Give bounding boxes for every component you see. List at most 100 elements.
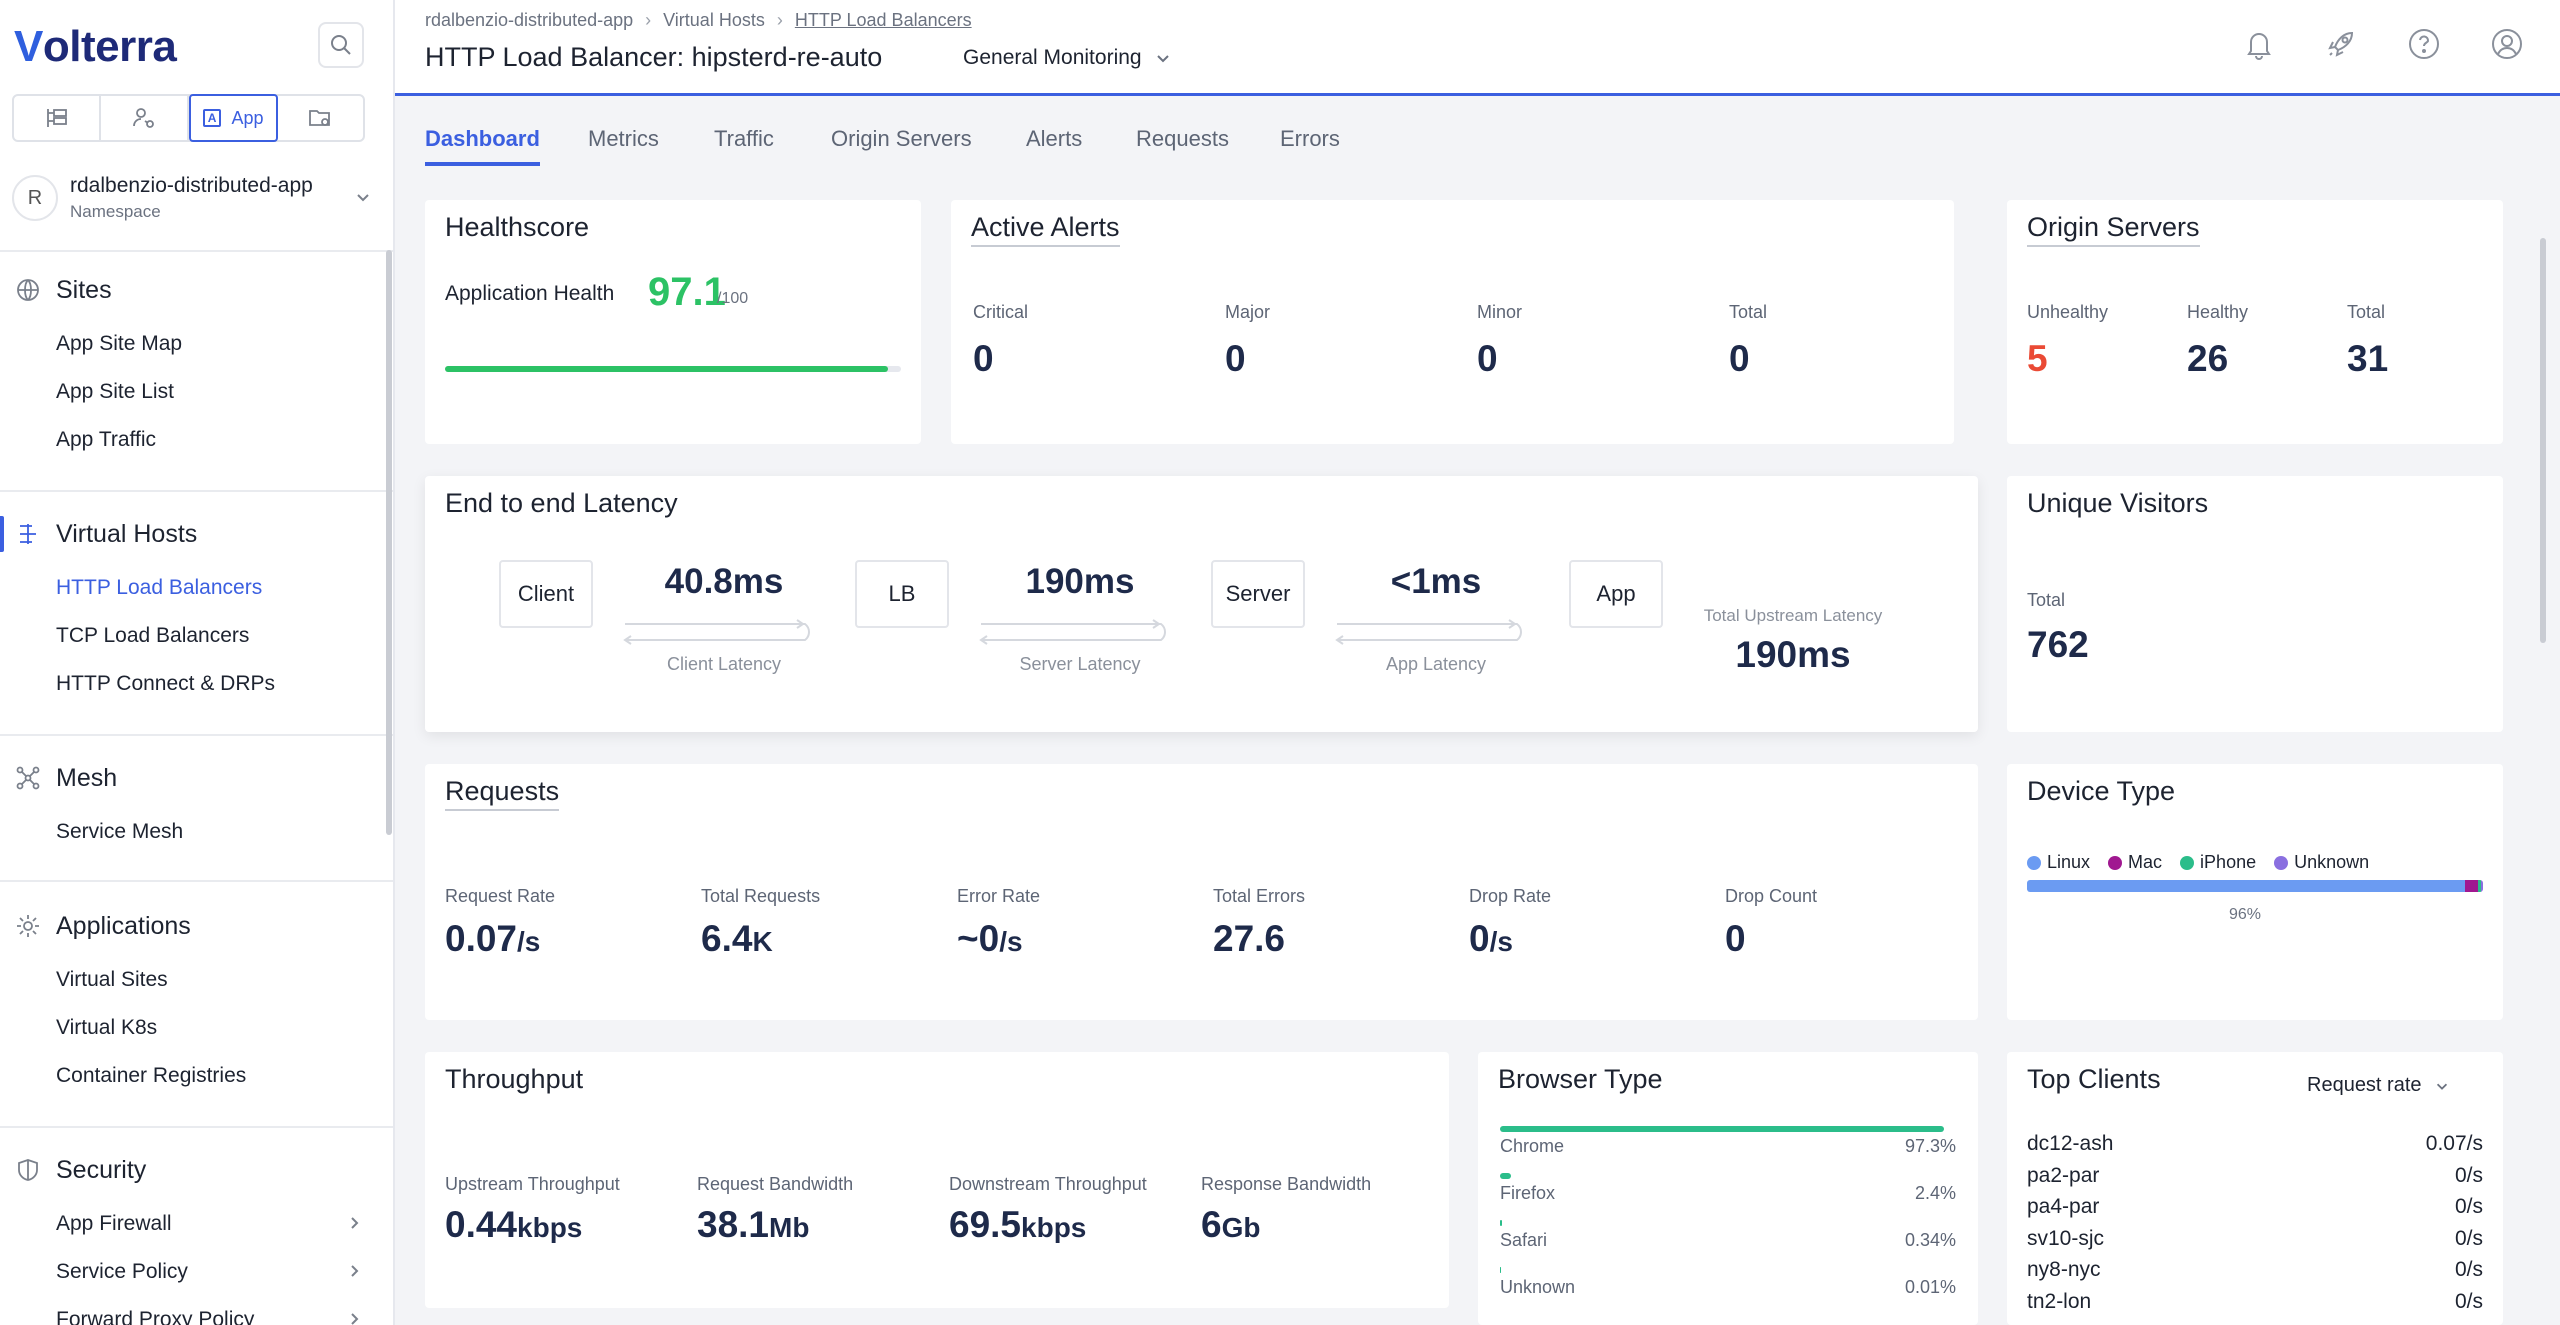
client-name: tn2-lon [2027, 1289, 2092, 1313]
unique-visitors-card: Unique Visitors Total 762 [2007, 476, 2503, 732]
client-latency-arrow-icon [623, 619, 810, 645]
client-name: pa2-par [2027, 1163, 2100, 1187]
sidebar-scrollbar[interactable] [386, 250, 392, 835]
logo-text: olterra [42, 22, 177, 71]
sidebar-section-title[interactable]: Applications [0, 896, 393, 956]
legend-mac[interactable]: Mac [2108, 852, 2162, 873]
sidebar-section-title[interactable]: Security [0, 1140, 393, 1200]
sidebar-section-title[interactable]: Sites [0, 260, 393, 320]
browser-row[interactable]: Firefox 2.4% [1500, 1173, 1956, 1213]
client-row[interactable]: pa2-par 0/s [2027, 1164, 2483, 1188]
request-stat-label: Drop Count [1725, 886, 1818, 906]
throughput-stat-unit: Mb [769, 1212, 810, 1243]
client-row[interactable]: sv10-sjc 0/s [2027, 1227, 2483, 1251]
mode-user-network-button[interactable] [101, 96, 189, 140]
sidebar-item-service-mesh[interactable]: Service Mesh [56, 820, 184, 843]
throughput-card: Throughput Upstream Throughput 0.44kbps Re… [425, 1052, 1449, 1308]
tab-metrics[interactable]: Metrics [588, 126, 659, 151]
sidebar-section-title[interactable]: Mesh [0, 748, 393, 808]
sidebar-item-service-policy[interactable]: Service Policy [0, 1248, 393, 1296]
latency-node-client[interactable]: Client [499, 560, 593, 628]
throughput-stat-unit: kbps [517, 1212, 583, 1243]
legend-linux[interactable]: Linux [2027, 852, 2090, 873]
servers-total-value: 31 [2347, 338, 2389, 379]
requests-card: Requests Request Rate 0.07/s Total Request… [425, 764, 1978, 1020]
alerts-total-value: 0 [1729, 338, 1750, 379]
browser-row[interactable]: Chrome 97.3% [1500, 1126, 1956, 1166]
top-clients-metric-dropdown[interactable]: Request rate [2307, 1074, 2450, 1097]
sites-title: Sites [56, 275, 112, 304]
tab-alerts[interactable]: Alerts [1026, 126, 1083, 151]
sidebar-item-forward-proxy-policy[interactable]: Forward Proxy Policy [0, 1296, 393, 1325]
browser-row[interactable]: Safari 0.34% [1500, 1220, 1956, 1260]
breadcrumb-virtual-hosts[interactable]: Virtual Hosts [663, 10, 765, 30]
unhealthy-label: Unhealthy [2027, 302, 2109, 322]
sidebar-item-container-registries[interactable]: Container Registries [56, 1064, 247, 1087]
request-stat-value: 6.4K [701, 918, 773, 960]
active-alerts-title[interactable]: Active Alerts [971, 212, 1120, 247]
page-title: HTTP Load Balancer: hipsterd-re-auto [425, 42, 883, 72]
browser-name: Safari [1500, 1230, 1548, 1250]
breadcrumb-http-load-balancers[interactable]: HTTP Load Balancers [794, 10, 972, 30]
device-share-bar[interactable] [2027, 880, 2483, 892]
help-button[interactable] [2404, 24, 2444, 64]
requests-title[interactable]: Requests [445, 776, 560, 811]
tab-dashboard[interactable]: Dashboard [425, 126, 540, 166]
sidebar-item-http-load-balancers[interactable]: HTTP Load Balancers [56, 576, 263, 599]
legend-iphone[interactable]: iPhone [2180, 852, 2256, 873]
breadcrumb-namespace[interactable]: rdalbenzio-distributed-app [425, 10, 634, 30]
client-row[interactable]: ny8-nyc 0/s [2027, 1258, 2483, 1282]
sidebar-item-http-connect-drps[interactable]: HTTP Connect & DRPs [56, 672, 276, 695]
mode-app-button[interactable]: A App [188, 94, 278, 142]
latency-node-lb[interactable]: LB [855, 560, 949, 628]
major-value: 0 [1225, 338, 1246, 379]
tab-origin-servers[interactable]: Origin Servers [831, 126, 972, 151]
device-share-segment[interactable] [2464, 880, 2479, 892]
tab-errors[interactable]: Errors [1280, 126, 1340, 151]
device-share-segment[interactable] [2478, 880, 2481, 892]
mode-folder-button[interactable] [278, 96, 363, 140]
origin-servers-title[interactable]: Origin Servers [2027, 212, 2200, 247]
tab-requests[interactable]: Requests [1136, 126, 1229, 151]
namespace-selector[interactable]: R rdalbenzio-distributed-app Namespace [12, 166, 382, 230]
client-latency-value: 40.8ms [664, 562, 784, 601]
tab-traffic[interactable]: Traffic [714, 126, 774, 151]
throughput-stat-label: Upstream Throughput [445, 1174, 620, 1194]
browser-row[interactable]: Unknown 0.01% [1500, 1267, 1956, 1307]
sidebar-item-virtual-sites[interactable]: Virtual Sites [56, 968, 168, 991]
mode-switcher: A App [12, 94, 365, 142]
sidebar-section-title[interactable]: Virtual Hosts [0, 504, 393, 564]
device-share-segment[interactable] [2480, 880, 2483, 892]
search-button[interactable] [318, 22, 364, 68]
sidebar-item-virtual-k8s[interactable]: Virtual K8s [56, 1016, 158, 1039]
security-title: Security [56, 1155, 147, 1184]
legend-unknown[interactable]: Unknown [2274, 852, 2369, 873]
browser-name: Chrome [1500, 1136, 1565, 1156]
latency-node-server[interactable]: Server [1211, 560, 1305, 628]
launch-button[interactable] [2321, 24, 2361, 64]
app-latency-value: <1ms [1390, 562, 1482, 601]
healthy-value: 26 [2187, 338, 2229, 379]
latency-card: End to end Latency Client 40.8ms Client … [425, 476, 1978, 732]
sidebar-item-app-firewall[interactable]: App Firewall [0, 1200, 393, 1248]
client-row[interactable]: pa4-par 0/s [2027, 1195, 2483, 1219]
sidebar-item-app-site-list[interactable]: App Site List [56, 380, 174, 403]
sidebar-item-app-site-map[interactable]: App Site Map [56, 332, 183, 355]
mode-tree-button[interactable] [14, 96, 102, 140]
client-row[interactable]: dc12-ash 0.07/s [2027, 1132, 2483, 1156]
account-button[interactable] [2487, 24, 2527, 64]
shield-icon [18, 1159, 38, 1181]
monitoring-dropdown[interactable]: General Monitoring [963, 46, 1172, 70]
sidebar-item-app-traffic[interactable]: App Traffic [56, 428, 156, 451]
minor-label: Minor [1477, 302, 1523, 322]
latency-node-app[interactable]: App [1569, 560, 1663, 628]
rocket-icon [2328, 31, 2354, 57]
device-share-segment[interactable] [2027, 880, 2465, 892]
sidebar-item-tcp-load-balancers[interactable]: TCP Load Balancers [56, 624, 250, 647]
client-row[interactable]: tn2-lon 0/s [2027, 1290, 2483, 1314]
search-icon [331, 35, 351, 55]
main-scrollbar[interactable] [2540, 238, 2546, 643]
breadcrumb-separator-icon: › [645, 10, 652, 30]
notifications-button[interactable] [2239, 24, 2279, 64]
